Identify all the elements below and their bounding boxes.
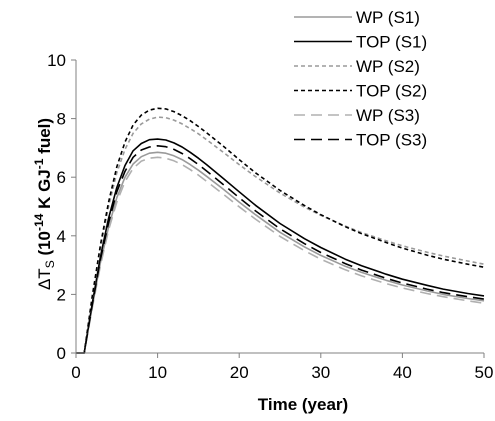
y-axis-title-subscript: S	[43, 260, 57, 268]
x-tick-label: 20	[230, 363, 249, 382]
series-line-5	[76, 156, 485, 354]
y-axis-title: ΔTS (10-14 K GJ-1 fuel)	[32, 118, 57, 290]
legend: WP (S1) TOP (S1) WP (S2) TOP (S2) WP (S3) TOP…	[294, 8, 427, 150]
legend-label-3: WP (S2)	[356, 57, 420, 76]
y-tick-label: 10	[47, 51, 66, 70]
legend-label-6: TOP (S3)	[356, 131, 427, 150]
x-tick-label: 10	[148, 363, 167, 382]
x-tick-label: 30	[311, 363, 330, 382]
y-axis-title-exponent: -14	[32, 213, 46, 231]
y-tick-label: 0	[57, 344, 66, 363]
legend-label-5: WP (S3)	[356, 106, 420, 125]
series-line-2	[76, 138, 485, 354]
y-tick-label: 8	[57, 110, 66, 129]
x-axis-title: Time (year)	[258, 395, 348, 414]
series-line-4	[76, 107, 485, 354]
y-tick-label: 6	[57, 168, 66, 187]
y-axis-title-symbol: ΔT	[35, 268, 54, 290]
x-tick-label: 40	[393, 363, 412, 382]
legend-label-4: TOP (S2)	[356, 82, 427, 101]
y-axis-title-tail: fuel)	[35, 118, 54, 159]
legend-label-2: TOP (S1)	[356, 33, 427, 52]
y-axis-title-units: K GJ	[35, 169, 54, 213]
x-tick-label: 50	[475, 363, 494, 382]
series-line-6	[76, 145, 485, 354]
series-line-1	[76, 151, 485, 354]
axes: 0 2 4 6 8 10 0 10 20 30 40 50	[47, 51, 493, 382]
plot-area	[76, 107, 485, 354]
y-tick-label: 4	[57, 227, 66, 246]
y-tick-label: 2	[57, 285, 66, 304]
y-axis-title-units-exponent: -1	[32, 158, 46, 169]
legend-label-1: WP (S1)	[356, 8, 420, 27]
y-axis-title-open: (10	[35, 231, 54, 260]
series-line-3	[76, 116, 485, 354]
x-tick-label: 0	[71, 363, 80, 382]
